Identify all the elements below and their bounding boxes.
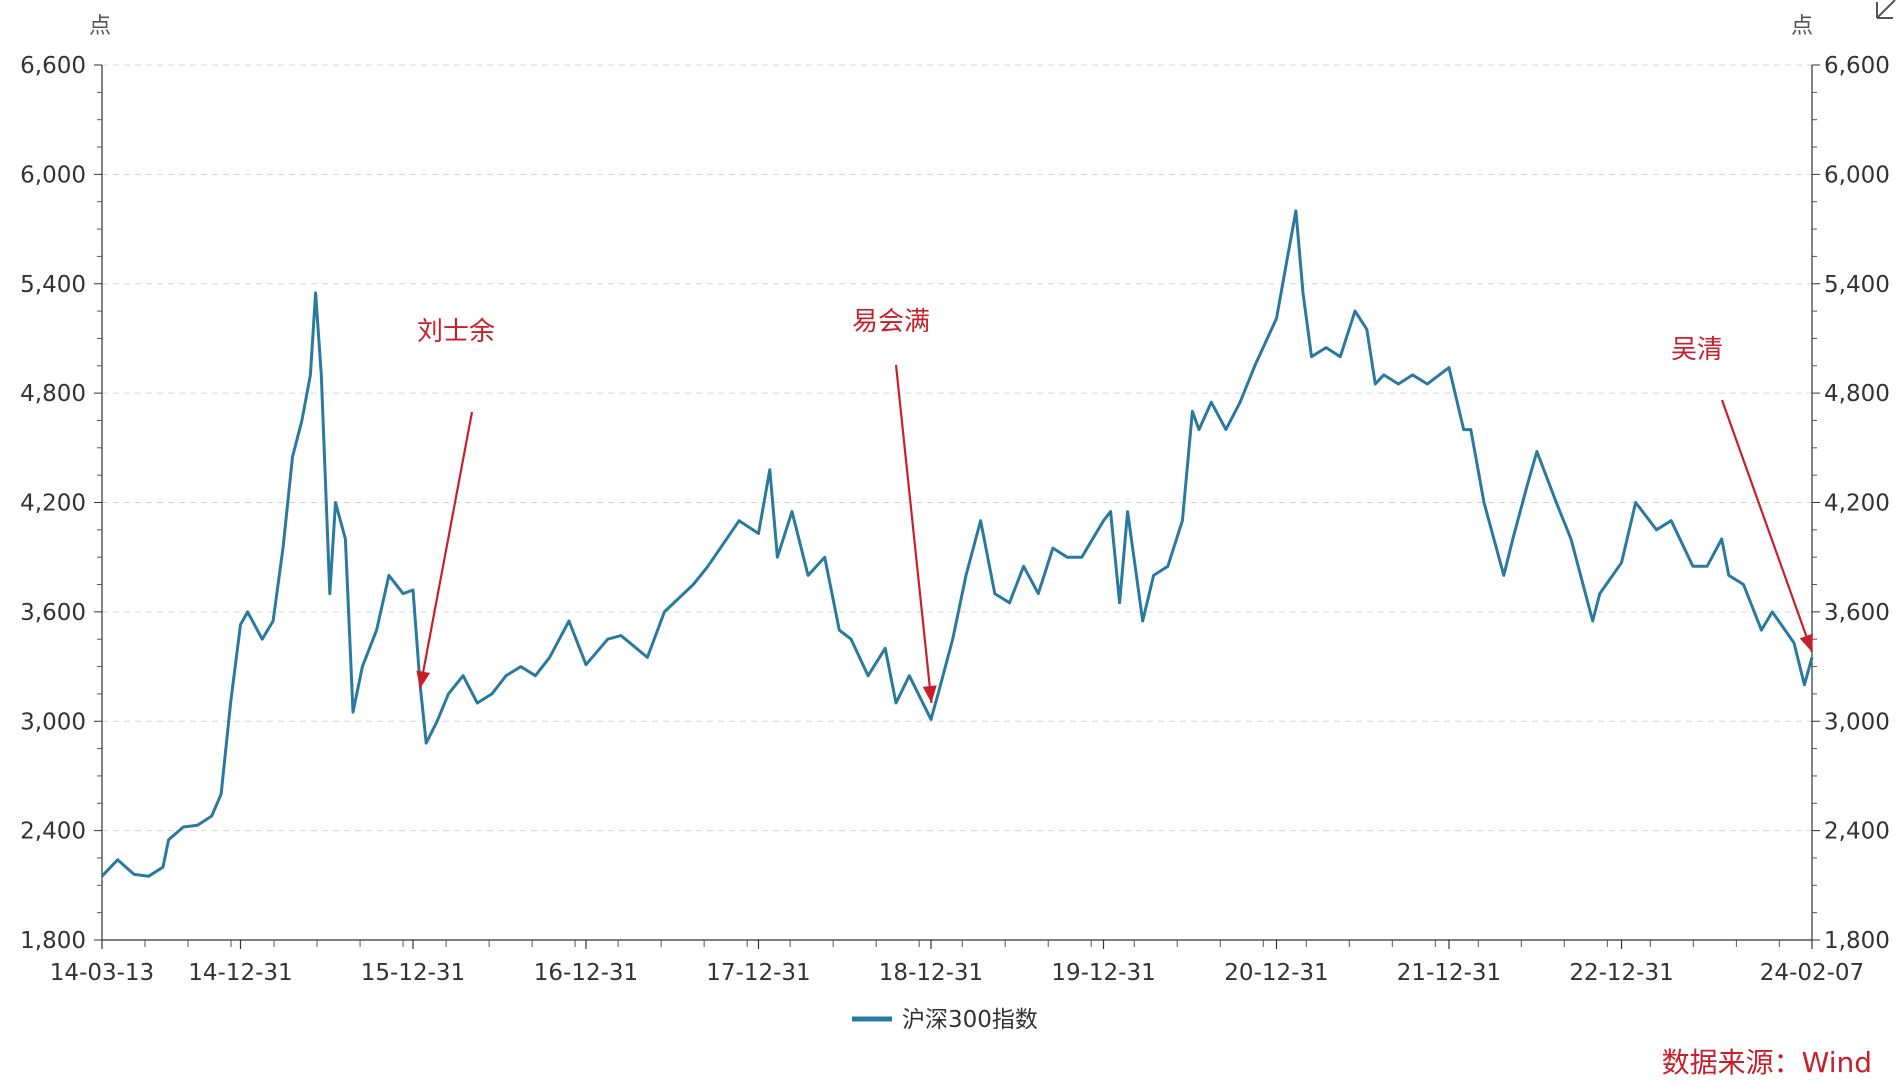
x-tick-label: 24-02-07 — [1760, 960, 1864, 986]
y-tick-label-left: 3,600 — [20, 600, 86, 626]
x-tick-label: 15-12-31 — [361, 960, 465, 986]
x-tick-label: 21-12-31 — [1397, 960, 1501, 986]
y-tick-label-left: 6,600 — [20, 53, 86, 79]
annotation-arrow-head — [416, 670, 431, 689]
y-tick-label-right: 1,800 — [1824, 928, 1890, 954]
x-tick-label: 16-12-31 — [534, 960, 638, 986]
y-tick-label-right: 5,400 — [1824, 272, 1890, 298]
annotation-arrow-line — [419, 411, 474, 689]
x-tick-label: 22-12-31 — [1569, 960, 1673, 986]
y-axis-label-right: 点 — [1791, 14, 1813, 39]
labels-layer: 点 点 数据来源：Wind — [89, 14, 1872, 1079]
x-tick-label: 18-12-31 — [879, 960, 983, 986]
axis-ticks: 1,800 1,800 2,400 2,400 3,000 3,000 3,600 3,600… — [20, 53, 1890, 986]
annotation-label: 易会满 — [852, 307, 930, 337]
y-tick-label-right: 3,000 — [1824, 709, 1890, 735]
annotation-arrow-line — [1720, 399, 1814, 653]
y-tick-label-left: 1,800 — [20, 928, 86, 954]
y-tick-label-right: 3,600 — [1824, 600, 1890, 626]
annotation-label: 吴清 — [1671, 335, 1723, 365]
y-tick-label-right: 2,400 — [1824, 819, 1890, 845]
annotation-arrow-head — [922, 685, 937, 704]
y-tick-label-left: 5,400 — [20, 272, 86, 298]
annotation-label: 刘士余 — [417, 317, 495, 347]
x-tick-label: 19-12-31 — [1051, 960, 1155, 986]
y-tick-label-right: 4,200 — [1824, 491, 1890, 517]
y-tick-label-right: 4,800 — [1824, 381, 1890, 407]
y-tick-label-left: 2,400 — [20, 819, 86, 845]
series-line — [100, 209, 1814, 878]
legend-label: 沪深300指数 — [902, 1007, 1038, 1033]
x-tick-label: 14-12-31 — [188, 960, 292, 986]
expand-arrow-icon[interactable] — [1876, 0, 1896, 19]
series-layer — [100, 209, 1814, 878]
x-tick-label: 20-12-31 — [1224, 960, 1328, 986]
y-tick-label-left: 4,200 — [20, 491, 86, 517]
y-tick-label-left: 6,000 — [20, 162, 86, 188]
y-tick-label-left: 3,000 — [20, 709, 86, 735]
source-note: 数据来源：Wind — [1662, 1046, 1872, 1079]
annotation-arrow-head — [1799, 633, 1813, 652]
y-tick-label-right: 6,600 — [1824, 53, 1890, 79]
x-tick-label: 14-03-13 — [50, 960, 154, 986]
x-tick-label: 17-12-31 — [706, 960, 810, 986]
legend[interactable]: 沪深300指数 — [852, 1007, 1038, 1033]
y-tick-label-right: 6,000 — [1824, 162, 1890, 188]
y-axis-label-left: 点 — [89, 14, 111, 39]
annotation-arrow-line — [894, 364, 933, 704]
y-tick-label-left: 4,800 — [20, 381, 86, 407]
gridlines — [102, 64, 1812, 832]
